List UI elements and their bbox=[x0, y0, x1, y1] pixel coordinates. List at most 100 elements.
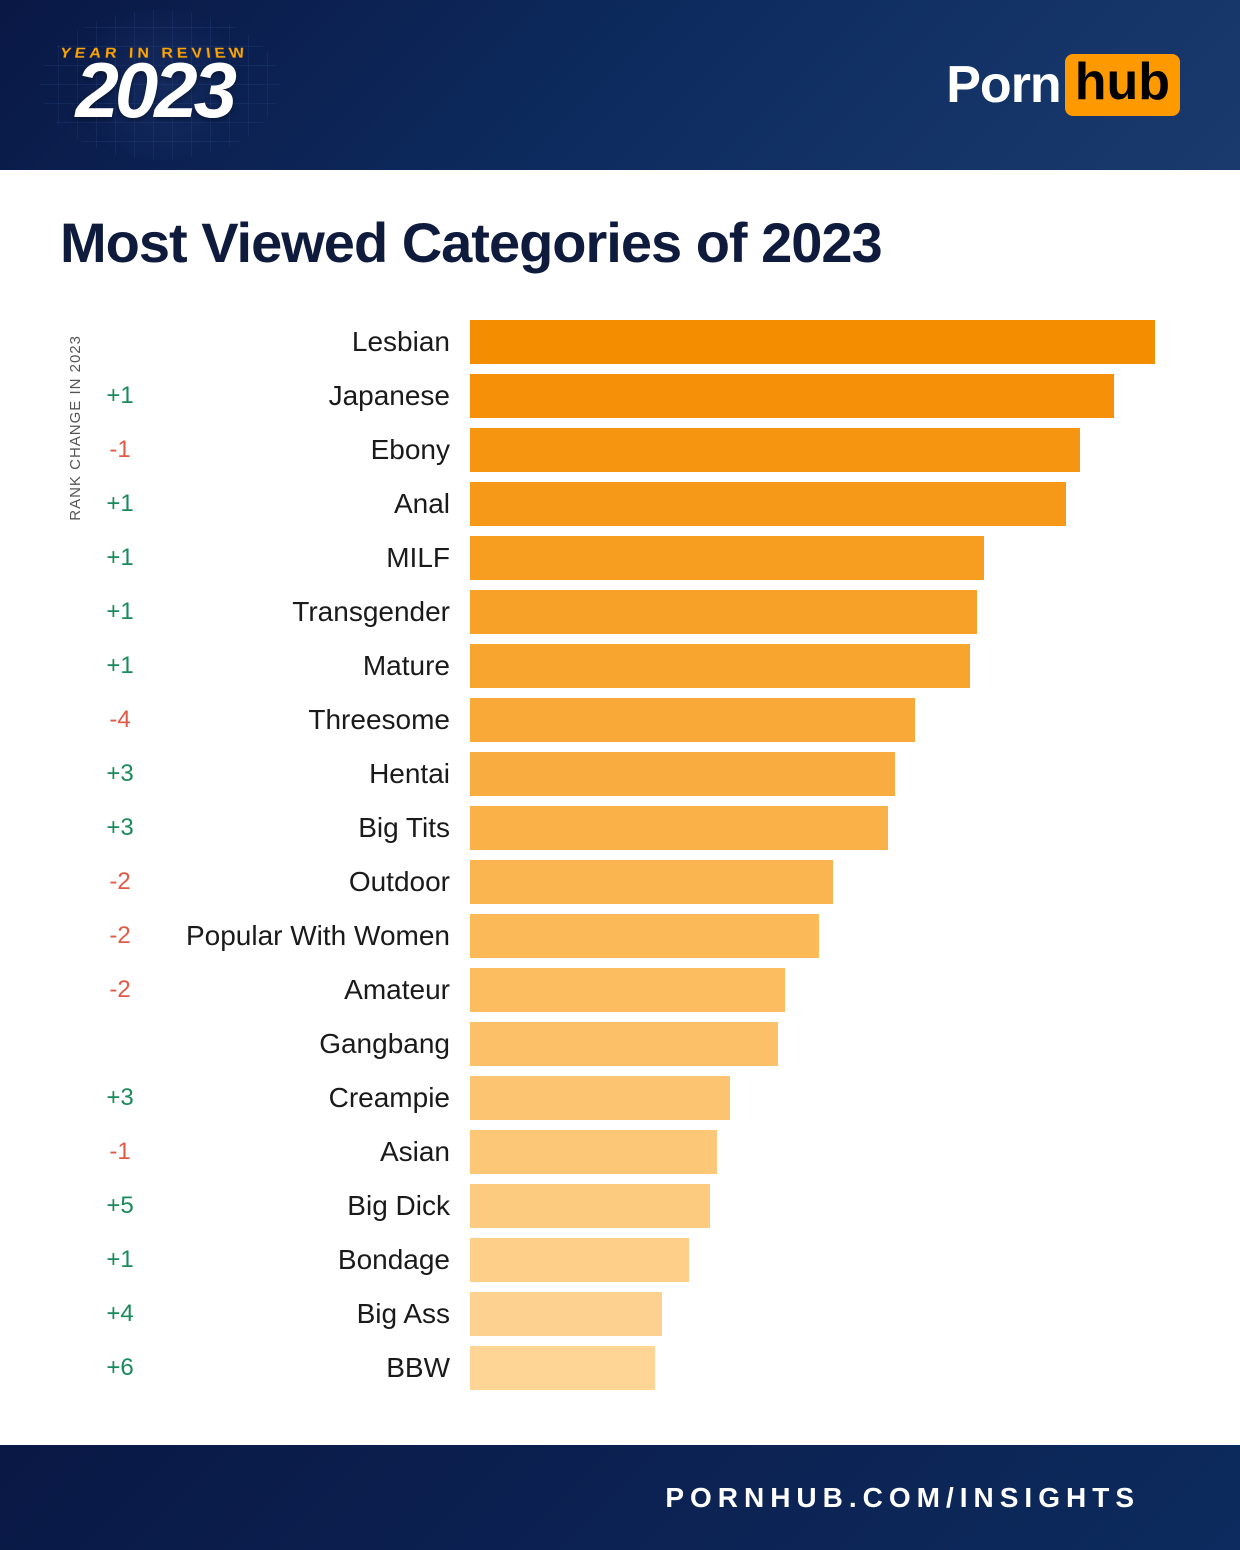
bar-track bbox=[470, 1076, 1155, 1120]
bar bbox=[470, 1184, 710, 1228]
category-label: Creampie bbox=[150, 1082, 470, 1114]
category-label: Asian bbox=[150, 1136, 470, 1168]
bar bbox=[470, 374, 1114, 418]
chart-row: +1Mature bbox=[90, 639, 1155, 693]
rank-change-value: +1 bbox=[90, 382, 150, 410]
year-number: 2023 bbox=[75, 55, 233, 125]
bar bbox=[470, 482, 1066, 526]
bar bbox=[470, 806, 888, 850]
bar bbox=[470, 428, 1080, 472]
rank-change-value: +6 bbox=[90, 1354, 150, 1382]
chart-row: +4Big Ass bbox=[90, 1287, 1155, 1341]
category-label: Amateur bbox=[150, 974, 470, 1006]
rank-change-value: -2 bbox=[90, 922, 150, 950]
category-label: Bondage bbox=[150, 1244, 470, 1276]
bar-track bbox=[470, 1184, 1155, 1228]
footer-banner: PORNHUB.COM/INSIGHTS bbox=[0, 1445, 1240, 1550]
rank-change-value: +3 bbox=[90, 760, 150, 788]
chart-row: +1MILF bbox=[90, 531, 1155, 585]
rank-change-value: +5 bbox=[90, 1192, 150, 1220]
bar-track bbox=[470, 968, 1155, 1012]
bar-track bbox=[470, 1238, 1155, 1282]
rank-change-value: +1 bbox=[90, 544, 150, 572]
chart-row: +3Creampie bbox=[90, 1071, 1155, 1125]
chart-row: Lesbian bbox=[90, 315, 1155, 369]
chart-row: -1Asian bbox=[90, 1125, 1155, 1179]
category-label: Gangbang bbox=[150, 1028, 470, 1060]
bar-track bbox=[470, 320, 1155, 364]
rank-change-value: +3 bbox=[90, 1084, 150, 1112]
header-banner: YEAR IN REVIEW 2023 Porn hub bbox=[0, 0, 1240, 170]
bar-track bbox=[470, 1130, 1155, 1174]
bar-track bbox=[470, 752, 1155, 796]
category-label: Mature bbox=[150, 650, 470, 682]
bar bbox=[470, 1292, 662, 1336]
bar bbox=[470, 536, 984, 580]
rank-change-value: +1 bbox=[90, 598, 150, 626]
chart-row: +1Transgender bbox=[90, 585, 1155, 639]
chart-row: +1Anal bbox=[90, 477, 1155, 531]
chart-row: +1Japanese bbox=[90, 369, 1155, 423]
category-label: Popular With Women bbox=[150, 920, 470, 952]
chart-row: -2Popular With Women bbox=[90, 909, 1155, 963]
chart-row: Gangbang bbox=[90, 1017, 1155, 1071]
bar bbox=[470, 698, 915, 742]
bar bbox=[470, 1130, 717, 1174]
bar bbox=[470, 644, 970, 688]
category-label: Transgender bbox=[150, 596, 470, 628]
brand-left: Porn bbox=[946, 55, 1060, 115]
axis-label-column: RANK CHANGE IN 2023 bbox=[60, 315, 90, 1395]
bar bbox=[470, 1076, 730, 1120]
rank-change-value: -1 bbox=[90, 436, 150, 464]
bar-track bbox=[470, 914, 1155, 958]
bar-track bbox=[470, 698, 1155, 742]
bar-track bbox=[470, 482, 1155, 526]
year-arc-text: YEAR IN REVIEW bbox=[58, 46, 250, 62]
brand-right: hub bbox=[1065, 54, 1180, 115]
chart-row: +3Hentai bbox=[90, 747, 1155, 801]
chart-row: +6BBW bbox=[90, 1341, 1155, 1395]
bar-track bbox=[470, 860, 1155, 904]
rank-change-value: -2 bbox=[90, 976, 150, 1004]
category-label: Big Ass bbox=[150, 1298, 470, 1330]
chart-rows: Lesbian+1Japanese-1Ebony+1Anal+1MILF+1Tr… bbox=[90, 315, 1155, 1395]
category-label: Ebony bbox=[150, 434, 470, 466]
bar-track bbox=[470, 1292, 1155, 1336]
category-label: Anal bbox=[150, 488, 470, 520]
bar bbox=[470, 914, 819, 958]
rank-change-value: +1 bbox=[90, 652, 150, 680]
bar-track bbox=[470, 644, 1155, 688]
bar bbox=[470, 860, 833, 904]
bar-track bbox=[470, 590, 1155, 634]
rank-change-value: +1 bbox=[90, 490, 150, 518]
chart-body: RANK CHANGE IN 2023 Lesbian+1Japanese-1E… bbox=[60, 315, 1155, 1395]
category-label: Big Dick bbox=[150, 1190, 470, 1222]
category-label: BBW bbox=[150, 1352, 470, 1384]
bar bbox=[470, 1238, 689, 1282]
chart-area: Most Viewed Categories of 2023 RANK CHAN… bbox=[0, 170, 1240, 1445]
bar-track bbox=[470, 806, 1155, 850]
year-in-review-badge: YEAR IN REVIEW 2023 bbox=[60, 45, 248, 125]
rank-change-value: -1 bbox=[90, 1138, 150, 1166]
bar bbox=[470, 968, 785, 1012]
chart-row: +3Big Tits bbox=[90, 801, 1155, 855]
bar bbox=[470, 1022, 778, 1066]
category-label: Outdoor bbox=[150, 866, 470, 898]
bar bbox=[470, 320, 1155, 364]
chart-row: +5Big Dick bbox=[90, 1179, 1155, 1233]
category-label: MILF bbox=[150, 542, 470, 574]
category-label: Lesbian bbox=[150, 326, 470, 358]
rank-change-value: -2 bbox=[90, 868, 150, 896]
bar-track bbox=[470, 428, 1155, 472]
chart-row: -2Outdoor bbox=[90, 855, 1155, 909]
chart-row: +1Bondage bbox=[90, 1233, 1155, 1287]
footer-url: PORNHUB.COM/INSIGHTS bbox=[665, 1482, 1140, 1514]
chart-row: -1Ebony bbox=[90, 423, 1155, 477]
rank-change-axis-label: RANK CHANGE IN 2023 bbox=[67, 335, 84, 521]
rank-change-value: -4 bbox=[90, 706, 150, 734]
brand-logo: Porn hub bbox=[946, 54, 1180, 115]
category-label: Japanese bbox=[150, 380, 470, 412]
rank-change-value: +1 bbox=[90, 1246, 150, 1274]
bar bbox=[470, 590, 977, 634]
bar-track bbox=[470, 536, 1155, 580]
